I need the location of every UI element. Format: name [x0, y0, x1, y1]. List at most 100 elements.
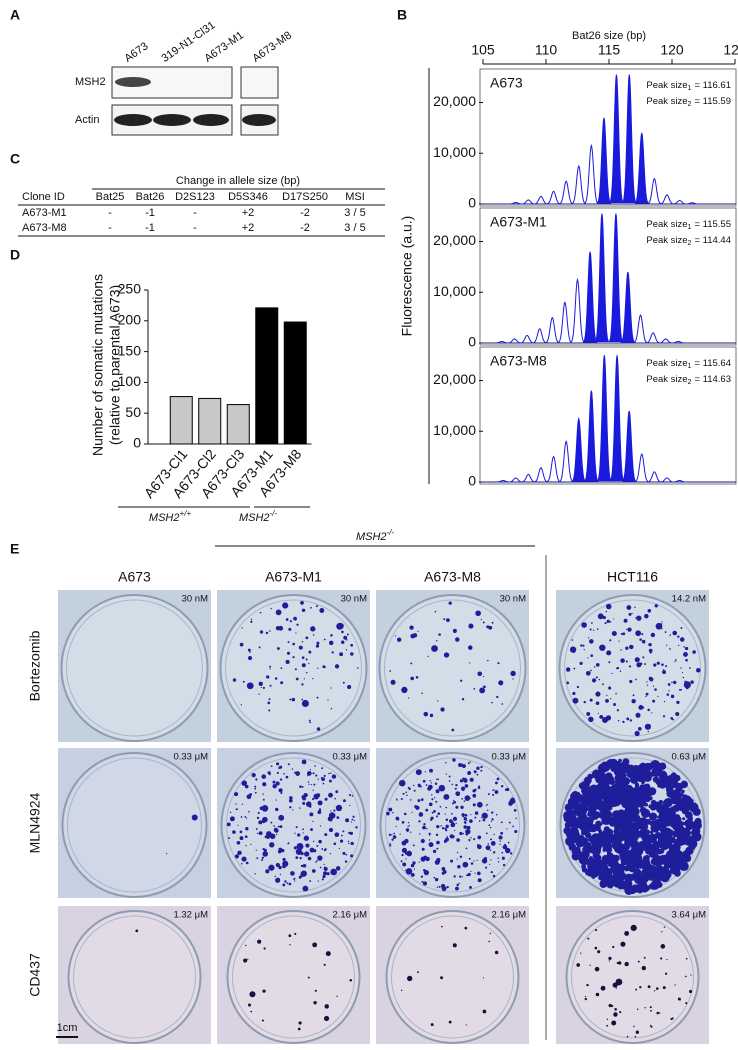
- colony: [622, 632, 626, 636]
- colony: [609, 639, 612, 642]
- colony: [622, 865, 628, 871]
- bar: [283, 321, 307, 445]
- colony: [241, 856, 247, 862]
- dish-rim: [226, 757, 361, 893]
- table-cell: -: [193, 207, 197, 219]
- colony: [623, 618, 628, 623]
- colony: [627, 797, 633, 803]
- colony: [594, 946, 598, 950]
- peak: [559, 180, 573, 205]
- colony: [298, 1021, 302, 1025]
- colony: [353, 819, 355, 822]
- colony: [685, 658, 688, 662]
- colony: [315, 644, 320, 648]
- colony: [415, 769, 422, 776]
- colony: [599, 644, 606, 651]
- colony: [635, 712, 641, 718]
- colony: [632, 801, 640, 809]
- colony: [634, 875, 643, 884]
- colony: [603, 779, 610, 786]
- annotation-label: Peak size: [646, 96, 687, 107]
- colony: [239, 830, 243, 834]
- colony: [641, 781, 645, 785]
- colony: [485, 845, 491, 851]
- colony: [643, 836, 652, 845]
- colony: [256, 857, 259, 860]
- colony: [342, 830, 345, 833]
- colony: [400, 797, 403, 800]
- peak: [572, 164, 586, 204]
- colony: [267, 701, 271, 705]
- colony: [669, 816, 676, 823]
- y-tick-label: 0: [133, 435, 141, 451]
- colony: [451, 825, 454, 828]
- colony: [254, 873, 256, 875]
- colony: [485, 804, 488, 807]
- colony: [463, 825, 468, 829]
- colony: [634, 606, 636, 609]
- colony: [662, 986, 666, 990]
- colony: [417, 630, 419, 632]
- colony: [668, 845, 675, 852]
- colony: [492, 851, 496, 854]
- colony: [638, 705, 644, 710]
- colony: [260, 686, 262, 689]
- colony: [323, 848, 327, 852]
- colony: [258, 831, 263, 835]
- colony: [301, 698, 304, 701]
- colony: [257, 832, 259, 835]
- colony: [465, 828, 471, 835]
- colony: [502, 844, 508, 850]
- colony: [489, 826, 492, 829]
- colony: [287, 641, 290, 644]
- colony: [309, 721, 311, 724]
- colony: [643, 775, 649, 781]
- colony: [262, 989, 266, 993]
- colony: [270, 607, 272, 610]
- colony: [631, 884, 640, 893]
- colony: [497, 861, 500, 863]
- genotype-label: MSH2-/-: [239, 509, 277, 524]
- colony: [409, 625, 414, 630]
- colony: [587, 937, 590, 940]
- colony: [476, 773, 479, 776]
- colony: [418, 785, 420, 788]
- colony: [428, 842, 434, 848]
- colony: [569, 646, 577, 653]
- colony: [322, 782, 325, 785]
- colony: [487, 803, 489, 805]
- x-axis-label: Bat26 size (bp): [572, 30, 646, 42]
- colony: [588, 637, 590, 639]
- colony: [673, 680, 677, 685]
- y-tick-label: 20,000: [433, 93, 476, 109]
- colony: [347, 840, 350, 843]
- colony: [631, 772, 641, 781]
- colony: [579, 661, 583, 665]
- colony: [643, 762, 653, 772]
- colony: [597, 950, 601, 954]
- panel-letter: C: [10, 151, 20, 167]
- colony: [437, 778, 440, 781]
- colony: [611, 630, 617, 637]
- colony: [490, 859, 492, 861]
- colony: [315, 774, 318, 777]
- colony: [569, 836, 574, 841]
- peak: [545, 316, 559, 344]
- colony: [303, 678, 305, 680]
- colony: [639, 662, 643, 665]
- colony: [590, 862, 595, 867]
- colony: [648, 875, 654, 881]
- annotation-text: = 116.61: [694, 80, 731, 91]
- colony: [651, 712, 653, 714]
- colony: [601, 802, 606, 807]
- colony: [454, 787, 457, 790]
- colony: [405, 791, 408, 794]
- peak: [570, 277, 585, 343]
- colony: [500, 821, 503, 824]
- colony: [286, 651, 291, 655]
- peak: [546, 455, 561, 483]
- colony: [350, 841, 354, 846]
- colony: [492, 789, 495, 791]
- colony: [319, 866, 322, 869]
- colony: [436, 815, 438, 818]
